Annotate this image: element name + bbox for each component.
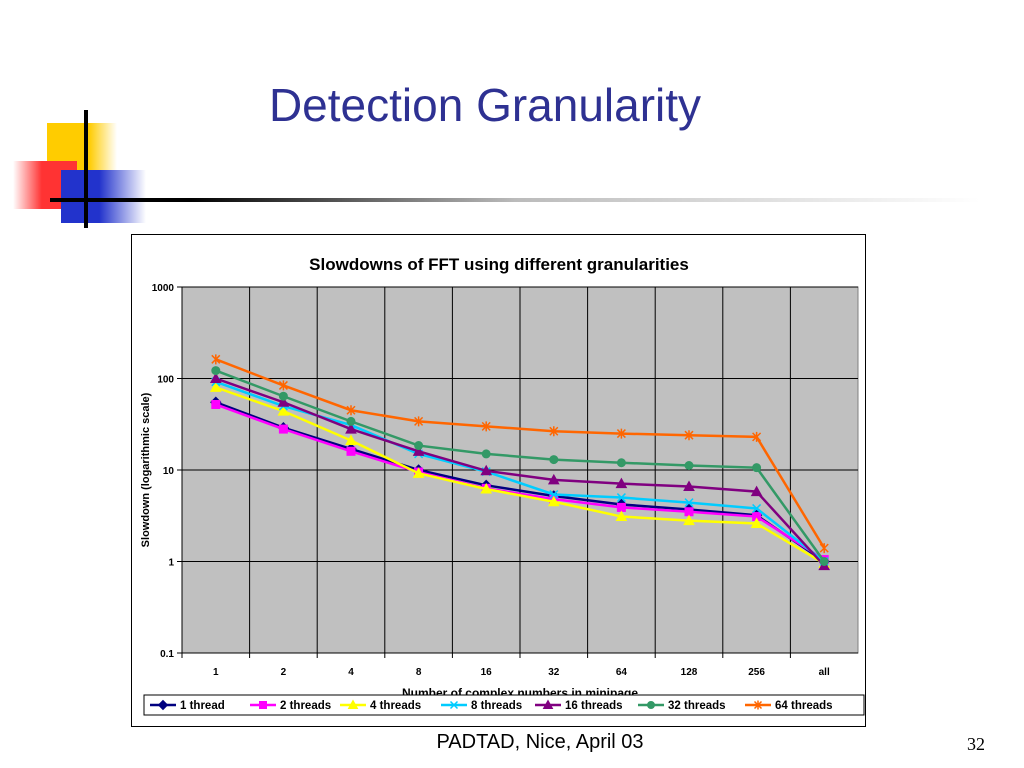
series-line (215, 403, 825, 561)
data-point (616, 458, 626, 468)
data-point (547, 495, 560, 507)
legend-label: 16 threads (565, 700, 623, 712)
data-point (683, 514, 695, 526)
data-point (211, 354, 221, 365)
legend-marker (542, 699, 554, 709)
data-point (549, 489, 559, 500)
slide-title: Detection Granularity (268, 79, 702, 131)
series-line (215, 386, 825, 565)
data-point (209, 372, 222, 383)
data-point (480, 482, 493, 494)
data-point (481, 421, 491, 432)
x-tick-label: 128 (681, 667, 698, 678)
y-axis-label: Slowdown (logarithmic scale) (140, 392, 152, 547)
data-point (278, 424, 288, 434)
data-point (549, 426, 559, 437)
data-point (684, 498, 694, 508)
data-point (346, 416, 356, 426)
decorative-horizontal-line (50, 198, 980, 202)
legend-marker (157, 699, 169, 711)
legend-marker (347, 699, 359, 709)
data-point (752, 503, 762, 513)
series-line (215, 358, 826, 549)
data-point (615, 510, 628, 522)
legend-marker (753, 700, 763, 710)
series-line (215, 377, 826, 567)
data-point (750, 485, 763, 497)
data-point (752, 431, 762, 442)
chart: Slowdowns of FFT using different granula… (140, 255, 865, 716)
data-point (549, 455, 559, 465)
legend-label: 8 threads (471, 700, 522, 712)
y-tick-label: 0.1 (160, 649, 174, 660)
data-point (819, 543, 829, 554)
x-tick-label: 8 (416, 667, 422, 678)
data-point (750, 517, 763, 529)
x-tick-label: 2 (281, 667, 287, 678)
legend-marker (647, 701, 655, 709)
chart-frame: Slowdowns of FFT using different granula… (131, 234, 866, 727)
data-point (211, 399, 221, 409)
legend-marker (259, 701, 267, 709)
data-point (414, 416, 424, 427)
data-point (211, 366, 221, 376)
data-point (346, 405, 356, 416)
data-point (683, 480, 695, 492)
data-point (684, 430, 694, 441)
legend-label: 64 threads (775, 700, 833, 712)
x-tick-label: 4 (348, 667, 354, 678)
data-point (346, 446, 356, 456)
data-point (684, 460, 694, 470)
data-point (480, 464, 493, 476)
data-point (616, 493, 626, 503)
legend-marker (449, 700, 459, 710)
data-point (616, 428, 626, 439)
data-point (547, 473, 560, 485)
data-point (412, 467, 425, 478)
series-line (215, 401, 825, 563)
data-point (481, 449, 491, 459)
data-point (345, 434, 357, 446)
y-tick-label: 1 (168, 558, 174, 569)
series-line (215, 369, 826, 563)
data-point (277, 405, 290, 416)
data-point (345, 423, 357, 434)
data-point (684, 507, 694, 517)
decorative-blue-square (61, 170, 146, 223)
legend-label: 4 threads (370, 700, 421, 712)
data-point (615, 477, 628, 489)
slide-number: 32 (967, 734, 985, 754)
data-point (278, 380, 288, 391)
data-point (278, 391, 288, 401)
x-tick-label: 64 (616, 667, 628, 678)
x-tick-label: 32 (548, 667, 560, 678)
footer-text: PADTAD, Nice, April 03 (436, 731, 644, 753)
legend-label: 1 thread (180, 700, 225, 712)
data-point (277, 396, 290, 407)
chart-title: Slowdowns of FFT using different granula… (309, 255, 689, 274)
data-point (414, 441, 424, 451)
x-tick-label: 16 (481, 667, 493, 678)
x-tick-label: all (819, 667, 830, 678)
x-tick-label: 256 (748, 667, 765, 678)
legend-label: 2 threads (280, 700, 331, 712)
data-point (209, 381, 222, 392)
legend (143, 694, 865, 716)
data-point (412, 445, 425, 456)
y-tick-label: 100 (157, 375, 174, 386)
legend-label: 32 threads (668, 700, 726, 712)
data-point (616, 502, 626, 512)
y-tick-label: 10 (163, 466, 175, 477)
x-tick-label: 1 (213, 667, 219, 678)
data-point (819, 557, 829, 566)
data-point (752, 463, 762, 473)
y-tick-label: 1000 (152, 283, 175, 294)
decorative-vertical-line (84, 110, 88, 228)
